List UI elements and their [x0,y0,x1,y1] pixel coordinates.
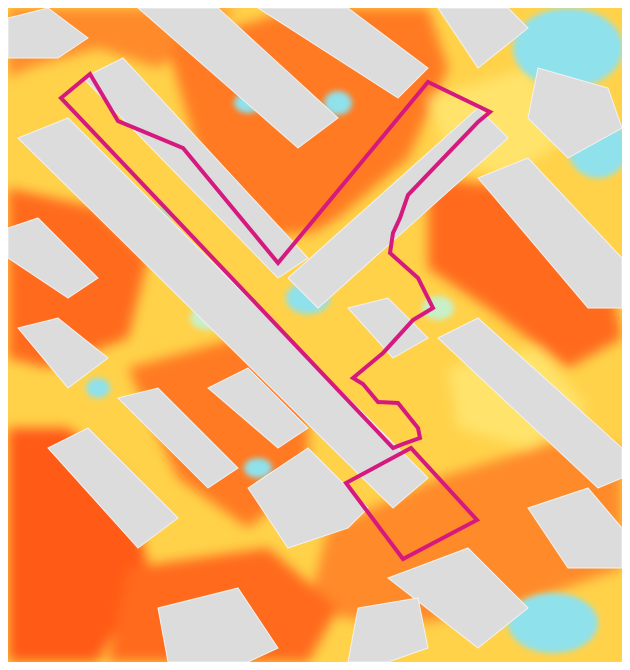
building [17,317,109,389]
building [287,107,509,309]
building [257,8,429,99]
heat-zone-southeast [308,438,622,628]
building [207,367,309,449]
building [8,8,89,59]
cool-spot [513,8,622,88]
building [437,317,622,489]
building [157,587,279,662]
building [347,297,429,359]
building [17,117,429,509]
building [137,8,339,149]
cool-spot [244,458,272,478]
boundary-polygon[interactable] [58,70,494,451]
heat-zone-east [428,178,622,368]
cool-spot [324,91,352,115]
boundary-polygon-south[interactable] [343,445,481,562]
building [437,8,529,69]
building [477,157,622,309]
building [247,447,369,549]
cool-spot [86,378,110,398]
building [386,547,529,649]
building [117,387,239,489]
building [47,427,179,549]
building [347,597,429,662]
building [8,217,99,299]
cool-spot [508,593,598,653]
building [527,67,622,159]
building [527,487,622,569]
map-canvas[interactable] [8,8,622,662]
building-footprints [8,8,622,662]
building [82,57,309,279]
